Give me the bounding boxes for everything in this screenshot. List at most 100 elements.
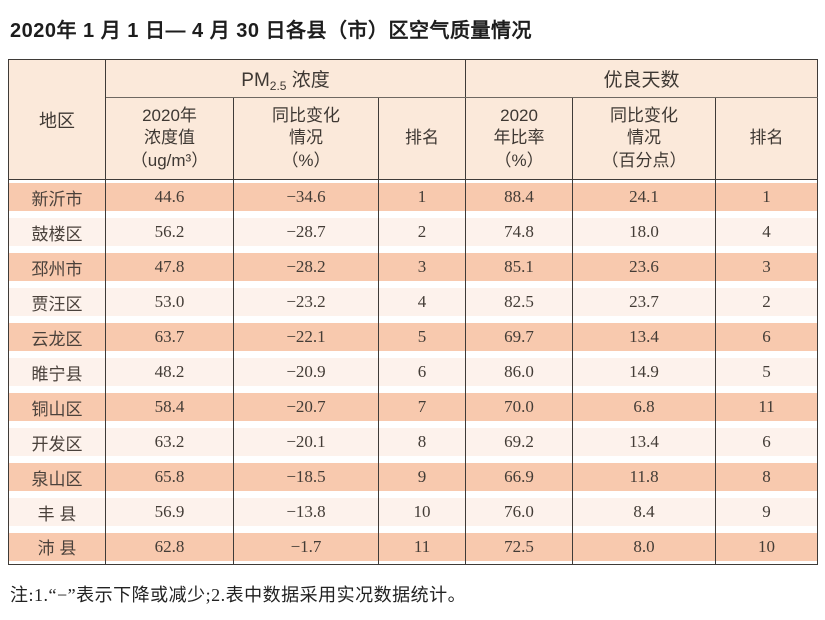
region-cell: 云龙区 <box>8 319 106 355</box>
pm-rank-cell: 8 <box>377 424 467 460</box>
pm-value-cell: 62.8 <box>105 529 234 565</box>
header-line: 年比率 <box>493 128 545 148</box>
pm25-label-suffix: 浓度 <box>286 70 330 91</box>
good-rank-cell: 1 <box>715 179 819 215</box>
region-cell: 开发区 <box>8 424 106 460</box>
table-row: 丰 县 56.9 −13.8 10 76.0 8.4 9 <box>8 494 819 530</box>
pm-value-cell: 63.7 <box>105 319 234 355</box>
region-cell: 铜山区 <box>8 389 106 425</box>
pm-rank-cell: 10 <box>377 494 467 530</box>
table-row: 新沂市 44.6 −34.6 1 88.4 24.1 1 <box>8 179 819 215</box>
good-rank-cell: 8 <box>715 459 819 495</box>
table-row: 邳州市 47.8 −28.2 3 85.1 23.6 3 <box>8 249 819 285</box>
good-rate-cell: 69.7 <box>465 319 574 355</box>
good-rate-cell: 74.8 <box>465 214 574 250</box>
pm-change-cell: −18.5 <box>233 459 379 495</box>
pm-change-cell: −28.7 <box>233 214 379 250</box>
table-body: 新沂市 44.6 −34.6 1 88.4 24.1 1 鼓楼区 56.2 −2… <box>8 179 819 565</box>
table-row: 鼓楼区 56.2 −28.7 2 74.8 18.0 4 <box>8 214 819 250</box>
header-line: 情况 <box>289 128 323 148</box>
page-title: 2020年 1 月 1 日— 4 月 30 日各县（市）区空气质量情况 <box>10 20 533 42</box>
pm25-rank-header-cell: 排名 <box>377 97 467 180</box>
pm-change-cell: −20.1 <box>233 424 379 460</box>
pm25-label-prefix: PM <box>241 70 270 91</box>
good-rank-cell: 5 <box>715 354 819 390</box>
table-row: 沛 县 62.8 −1.7 11 72.5 8.0 10 <box>8 529 819 565</box>
table-row: 贾汪区 53.0 −23.2 4 82.5 23.7 2 <box>8 284 819 320</box>
pm-change-cell: −28.2 <box>233 249 379 285</box>
header-line: 情况 <box>627 128 662 148</box>
pm25-value-header-cell: 2020年 浓度值 （ug/m³） <box>105 97 234 180</box>
region-cell: 沛 县 <box>8 529 106 565</box>
pm25-change-header-cell: 同比变化 情况 （%） <box>233 97 379 180</box>
pm-value-cell: 56.9 <box>105 494 234 530</box>
pm-value-cell: 58.4 <box>105 389 234 425</box>
good-rank-cell: 2 <box>715 284 819 320</box>
good-rate-cell: 88.4 <box>465 179 574 215</box>
header-line: （%） <box>494 150 544 170</box>
region-cell: 新沂市 <box>8 179 106 215</box>
good-change-cell: 14.9 <box>572 354 717 390</box>
group-header-row: 地区 PM2.5 浓度 优良天数 <box>8 59 819 180</box>
pm25-group-header-cell: PM2.5 浓度 <box>104 59 467 98</box>
good-change-cell: 13.4 <box>572 319 717 355</box>
region-cell: 睢宁县 <box>8 354 106 390</box>
pm-change-cell: −20.9 <box>233 354 379 390</box>
good-rate-cell: 69.2 <box>465 424 574 460</box>
page: 2020年 1 月 1 日— 4 月 30 日各县（市）区空气质量情况 地区 P… <box>8 20 819 605</box>
sub-header-row: 2020年 浓度值 （ug/m³） 同比变化 情况 （%） 排名 2020 年比… <box>9 97 819 180</box>
good-change-cell: 8.4 <box>572 494 717 530</box>
good-change-cell: 24.1 <box>572 179 717 215</box>
pm-value-cell: 56.2 <box>105 214 234 250</box>
pm25-label: PM2.5 浓度 <box>241 70 330 93</box>
good-change-cell: 23.7 <box>572 284 717 320</box>
pm-rank-cell: 6 <box>377 354 467 390</box>
pm-value-cell: 63.2 <box>105 424 234 460</box>
region-cell: 泉山区 <box>8 459 106 495</box>
region-header-cell: 地区 <box>8 59 106 180</box>
good-rate-cell: 76.0 <box>465 494 574 530</box>
pm-change-cell: −20.7 <box>233 389 379 425</box>
air-quality-table: 地区 PM2.5 浓度 优良天数 2020年 浓度值 （ug/m³） 同比变化 … <box>8 59 819 565</box>
region-cell: 贾汪区 <box>8 284 106 320</box>
good-rank-cell: 4 <box>715 214 819 250</box>
pm25-label-subscript: 2.5 <box>269 79 287 93</box>
header-line: 排名 <box>749 128 784 148</box>
good-rate-cell: 82.5 <box>465 284 574 320</box>
good-rate-cell: 66.9 <box>465 459 574 495</box>
pm-rank-cell: 5 <box>377 319 467 355</box>
good-rank-cell: 3 <box>715 249 819 285</box>
pm-change-cell: −34.6 <box>233 179 379 215</box>
header-line: （%） <box>281 150 331 170</box>
pm-value-cell: 44.6 <box>105 179 234 215</box>
footnote: 注:1.“−”表示下降或减少;2.表中数据采用实况数据统计。 <box>10 585 467 605</box>
good-change-cell: 13.4 <box>572 424 717 460</box>
header-line: 浓度值 <box>144 128 195 148</box>
good-rank-cell: 11 <box>715 389 819 425</box>
pm-value-cell: 48.2 <box>105 354 234 390</box>
good-rate-header-cell: 2020 年比率 （%） <box>465 97 574 180</box>
good-rank-cell: 6 <box>715 319 819 355</box>
header-line: （ug/m³） <box>130 150 209 170</box>
pm-rank-cell: 3 <box>377 249 467 285</box>
header-line: 2020 <box>500 105 538 125</box>
table-row: 泉山区 65.8 −18.5 9 66.9 11.8 8 <box>8 459 819 495</box>
good-change-cell: 11.8 <box>572 459 717 495</box>
good-rank-cell: 6 <box>715 424 819 460</box>
header-line: （百分点） <box>601 150 687 170</box>
region-cell: 丰 县 <box>8 494 106 530</box>
table-header: 地区 PM2.5 浓度 优良天数 2020年 浓度值 （ug/m³） 同比变化 … <box>8 59 819 180</box>
header-line: 同比变化 <box>272 105 340 125</box>
region-cell: 鼓楼区 <box>8 214 106 250</box>
pm-rank-cell: 4 <box>377 284 467 320</box>
good-change-cell: 23.6 <box>572 249 717 285</box>
pm-value-cell: 53.0 <box>105 284 234 320</box>
pm-change-cell: −22.1 <box>233 319 379 355</box>
pm-rank-cell: 7 <box>377 389 467 425</box>
header-line: 同比变化 <box>610 105 679 125</box>
good-rank-cell: 9 <box>715 494 819 530</box>
pm-rank-cell: 2 <box>377 214 467 250</box>
pm-change-cell: −13.8 <box>233 494 379 530</box>
pm-rank-cell: 1 <box>377 179 467 215</box>
good-rate-cell: 70.0 <box>465 389 574 425</box>
